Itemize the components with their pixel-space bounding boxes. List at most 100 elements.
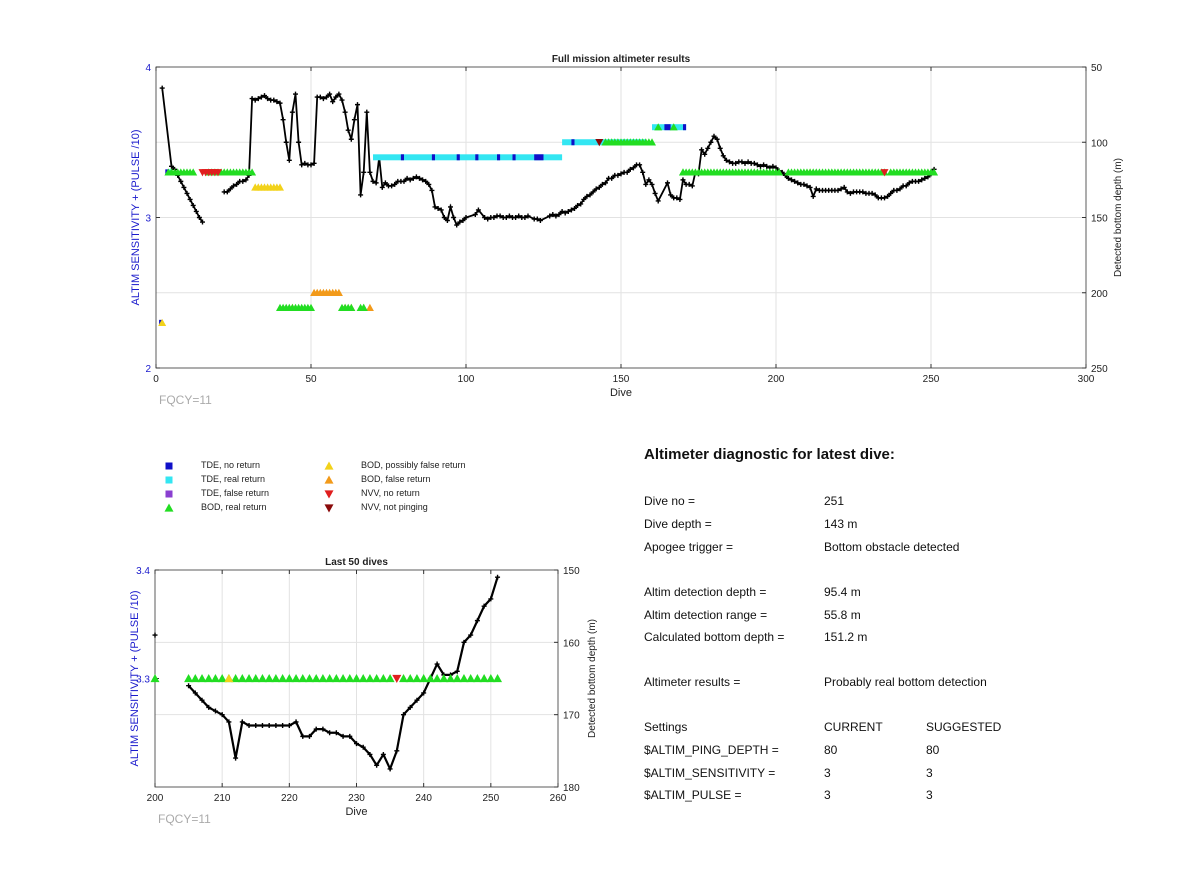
main-bottom-depth-point <box>286 157 292 163</box>
main-tde-no-return-marker <box>664 124 671 131</box>
last50-bod-real-marker <box>486 674 496 683</box>
last50-bottom-depth-point <box>266 723 272 729</box>
last50-bod-real-marker <box>472 674 482 683</box>
last50-bottom-depth-point <box>273 723 279 729</box>
legend-label-nvv-no-return: NVV, no return <box>361 488 420 498</box>
main-bottom-depth-point <box>686 181 692 187</box>
calculated-bottom-depth-value: 151.2 m <box>824 630 868 644</box>
last50-bod-real-marker <box>385 674 395 683</box>
last50-xtick-label: 200 <box>147 793 164 804</box>
main-bottom-depth-point <box>262 93 267 99</box>
last50-bod-real-marker <box>405 674 415 683</box>
last50-bod-real-marker <box>318 674 328 683</box>
main-nvv-not-pinging-marker <box>595 139 604 147</box>
main-bottom-depth-point <box>401 178 407 184</box>
main-bottom-depth-point <box>581 196 587 202</box>
last50-bottom-depth-point <box>253 723 259 729</box>
legend-swatch-triangle <box>324 475 334 484</box>
legend-label-bod-possibly-false: BOD, possibly false return <box>361 460 466 470</box>
main-bottom-depth-point <box>243 177 249 183</box>
main-bottom-depth-point <box>593 186 599 192</box>
last50-y2label: Detected bottom depth (m) <box>587 619 598 738</box>
main-ytick-label: 4 <box>145 63 151 74</box>
pulse-label: $ALTIM_PULSE = <box>644 788 742 802</box>
main-bottom-depth-point <box>299 162 305 168</box>
dive-depth-label: Dive depth = <box>644 517 712 531</box>
last50-bod-real-marker <box>358 674 368 683</box>
main-bottom-depth-point <box>618 171 624 177</box>
main-bottom-depth-point <box>438 207 444 213</box>
main-bottom-depth-point <box>637 162 643 168</box>
main-bottom-depth-point <box>435 205 441 211</box>
main-bottom-depth-point <box>599 181 605 187</box>
main-bottom-depth-point <box>813 186 819 192</box>
main-xtick-label: 50 <box>305 374 317 385</box>
last50-bottom-depth-point <box>313 726 319 732</box>
last50-bod-real-marker <box>284 674 294 683</box>
main-bottom-depth-point <box>457 219 463 225</box>
main-bottom-depth-point <box>280 117 286 123</box>
legend-swatch-square <box>165 462 173 470</box>
last50-ytick-label: 3.3 <box>136 675 150 686</box>
main-bod-real-marker <box>359 303 368 311</box>
settings-current-header: CURRENT <box>824 720 883 734</box>
main-bottom-depth-point <box>575 202 581 208</box>
main-bottom-depth-point <box>596 184 602 190</box>
main-y2tick-label: 100 <box>1091 138 1108 149</box>
main-bottom-depth-point <box>754 162 760 168</box>
last50-bottom-depth-point <box>233 755 239 761</box>
main-bottom-depth-point <box>475 207 481 213</box>
sensitivity-suggested: 3 <box>926 766 933 780</box>
last50-bottom-depth-point <box>320 726 326 732</box>
main-bottom-depth-point <box>311 160 317 166</box>
main-ytick-label: 2 <box>145 364 151 375</box>
sensitivity-label: $ALTIM_SENSITIVITY = <box>644 766 776 780</box>
main-bod-real-marker <box>930 168 939 176</box>
main-bottom-depth-point <box>249 96 255 102</box>
last50-bod-real-marker <box>345 674 355 683</box>
main-xtick-label: 0 <box>153 374 159 385</box>
last50-bod-real-marker <box>184 674 194 683</box>
last50-bod-real-marker <box>271 674 281 683</box>
main-bottom-depth-point <box>516 213 522 219</box>
altim-detection-range-label: Altim detection range = <box>644 608 768 622</box>
main-bottom-depth-point <box>258 94 264 100</box>
main-bottom-depth-point <box>630 165 636 171</box>
last50-bod-real-marker <box>311 674 321 683</box>
main-bottom-depth-point <box>745 159 751 165</box>
legend-swatch-triangle <box>164 503 174 512</box>
settings-suggested-header: SUGGESTED <box>926 720 1002 734</box>
last50-bod-real-marker <box>291 674 301 683</box>
main-bottom-depth-point <box>178 178 184 184</box>
last50-bod-real-marker <box>251 674 261 683</box>
last50-bod-real-marker <box>479 674 489 683</box>
main-bottom-depth-point <box>379 184 385 190</box>
main-bottom-depth-point <box>485 216 491 222</box>
main-bottom-depth-point <box>572 205 577 211</box>
last50-bod-real-marker <box>204 674 214 683</box>
main-xtick-label: 300 <box>1078 374 1095 385</box>
main-bottom-depth-point <box>426 181 432 187</box>
main-bottom-depth-point <box>413 174 419 180</box>
main-bottom-depth-point <box>894 187 900 193</box>
last50-bottom-depth-point <box>367 751 373 757</box>
main-bottom-depth-point <box>714 136 720 142</box>
main-bottom-depth-point <box>919 177 925 183</box>
last50-y2tick-label: 170 <box>563 711 580 722</box>
main-tde-real-marker <box>373 154 563 161</box>
main-bottom-depth-point <box>699 147 705 153</box>
main-bottom-depth-point <box>333 94 339 100</box>
last50-bod-real-marker <box>264 674 274 683</box>
last50-y2tick-label: 160 <box>563 638 580 649</box>
main-bottom-depth-point <box>761 162 767 168</box>
main-bottom-depth-point <box>587 192 593 198</box>
last50-bottom-depth-point <box>347 733 353 739</box>
last50-bottom-depth-point <box>286 723 292 729</box>
last50-bottom-depth-point <box>401 712 407 718</box>
main-bottom-depth-point <box>705 145 711 151</box>
main-bottom-depth-point <box>795 180 801 186</box>
last50-bod-real-marker <box>231 674 241 683</box>
main-bottom-depth-point <box>506 213 512 219</box>
main-xtick-label: 150 <box>613 374 630 385</box>
